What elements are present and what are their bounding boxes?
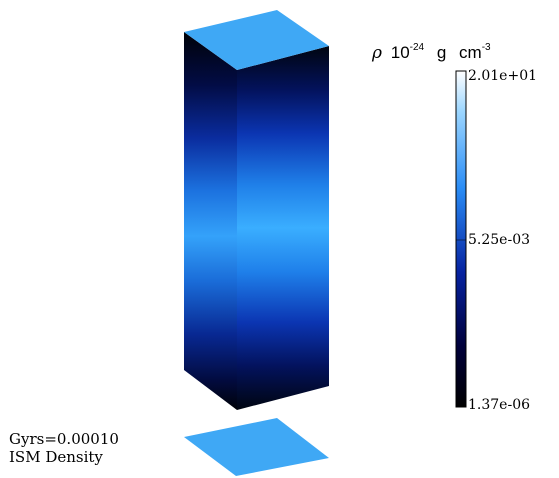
- colorbar: [455, 70, 467, 408]
- colorbar-unit: g: [436, 43, 447, 62]
- colorbar-min-label: 1.37e-06: [468, 397, 531, 413]
- density-slice: [184, 418, 329, 476]
- column-right-face: [237, 46, 329, 410]
- colorbar-unit2: cm: [459, 43, 482, 62]
- colorbar-mid-label: 5.25e-03: [468, 232, 531, 248]
- colorbar-symbol: ρ: [372, 43, 382, 63]
- field-label: ISM Density: [9, 448, 103, 466]
- colorbar-max-label: 2.01e+01: [468, 68, 538, 84]
- colorbar-exponent: -24: [409, 42, 425, 53]
- column-top-face: [184, 10, 329, 70]
- column-left-face: [184, 32, 237, 410]
- colorbar-base: 10: [390, 43, 410, 62]
- colorbar-title: ρ 10-24 g cm-3: [372, 42, 491, 63]
- time-label: Gyrs=0.00010: [9, 430, 119, 448]
- colorbar-unit2-exponent: -3: [481, 42, 491, 53]
